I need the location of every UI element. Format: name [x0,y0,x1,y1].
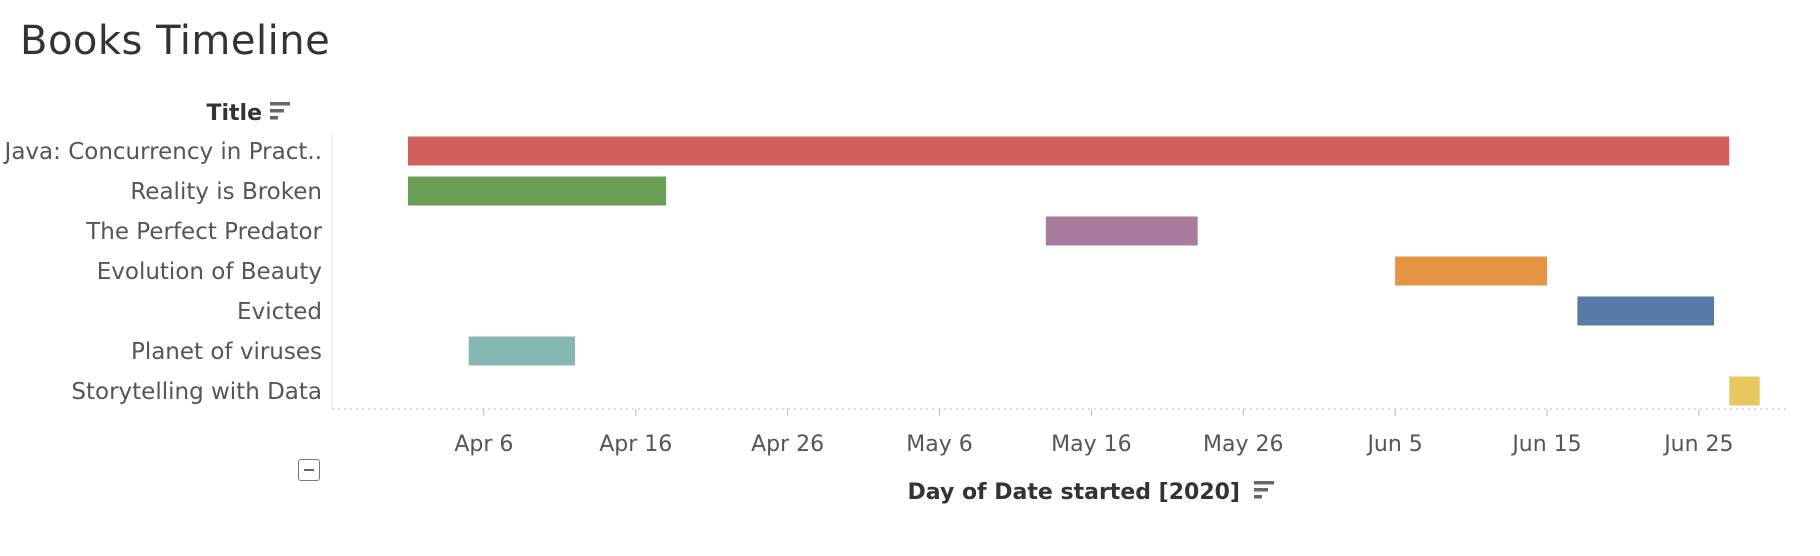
x-tick-label: Apr 16 [599,432,672,457]
x-tick-label: May 6 [906,432,972,457]
gantt-bar[interactable] [1729,376,1760,406]
category-label: Reality is Broken [130,179,322,205]
category-label: The Perfect Predator [85,219,322,245]
gantt-bar[interactable] [1577,296,1715,326]
gantt-bar[interactable] [407,176,667,206]
collapse-minus-icon[interactable] [298,459,320,481]
x-tick-label: Jun 15 [1510,432,1581,457]
sort-descending-icon[interactable] [1254,481,1274,499]
x-tick-label: May 26 [1203,432,1283,457]
x-tick-label: Jun 25 [1662,432,1733,457]
x-tick-label: May 16 [1051,432,1131,457]
x-tick-label: Jun 5 [1365,432,1422,457]
category-label: Java: Concurrency in Pract.. [3,139,322,165]
sort-descending-icon[interactable] [270,102,290,120]
category-label: Planet of viruses [131,339,322,365]
category-label: Evolution of Beauty [97,259,322,285]
x-field-label[interactable]: Day of Date started [2020] [908,480,1240,505]
gantt-bar[interactable] [468,336,575,366]
y-field-label[interactable]: Title [206,101,262,126]
x-tick-label: Apr 26 [751,432,824,457]
gantt-bar[interactable] [1395,256,1547,286]
x-tick-label: Apr 6 [454,432,513,457]
category-label: Evicted [237,299,322,325]
gantt-bar[interactable] [1045,216,1198,246]
chart-title: Books Timeline [20,18,331,64]
category-label: Storytelling with Data [71,379,322,405]
gantt-bar[interactable] [407,136,1730,166]
